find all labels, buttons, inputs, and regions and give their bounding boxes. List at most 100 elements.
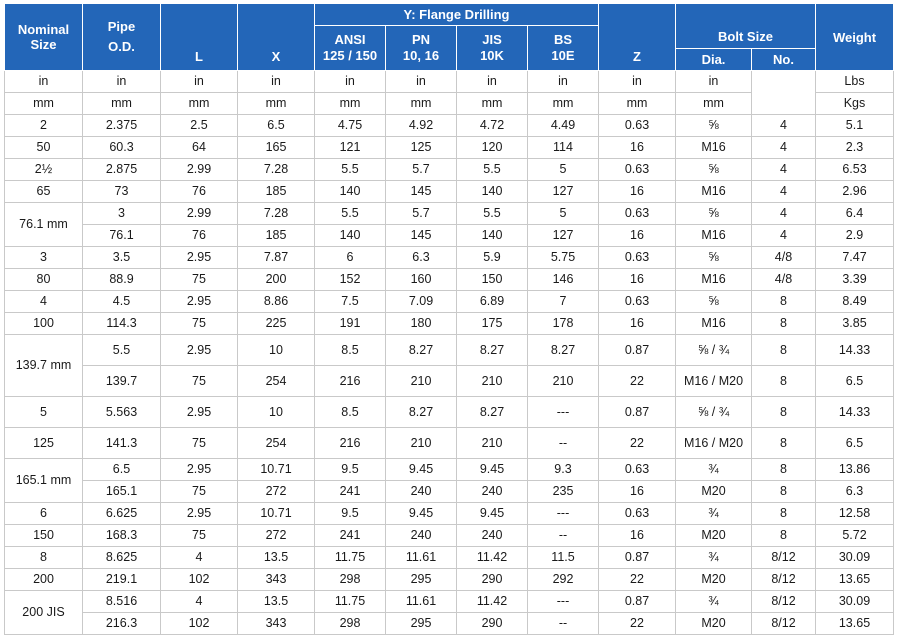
cell-z: 22 (598, 427, 676, 459)
header-bolt-no: No. (751, 48, 816, 71)
unit-cell: in (4, 70, 83, 93)
header-jis: JIS 10K (456, 25, 528, 71)
cell-jis: 290 (456, 568, 528, 591)
cell-bs: 178 (527, 312, 599, 335)
unit-cell: mm (237, 92, 315, 115)
unit-cell: mm (385, 92, 457, 115)
cell-od: 73 (82, 180, 161, 203)
cell-bs: 11.5 (527, 546, 599, 569)
cell-ansi: 8.5 (314, 334, 386, 366)
header-ansi: ANSI 125 / 150 (314, 25, 386, 71)
nominal-size-cell: 150 (4, 524, 83, 547)
cell-jis: 11.42 (456, 546, 528, 569)
table-row: 125 141.3 75 254 216 210 210 -- 22 M16 / M20 8 6.5 (4, 427, 894, 459)
unit-cell: mm (598, 92, 676, 115)
cell-z: 22 (598, 612, 676, 635)
table-row: 4 4.5 2.95 8.86 7.5 7.09 6.89 7 0.63 ⅝ 8 8.49 (4, 290, 894, 313)
nominal-size-cell: 125 (4, 427, 83, 459)
cell-dia: M16 (675, 224, 752, 247)
cell-pn: 145 (385, 180, 457, 203)
cell-od: 60.3 (82, 136, 161, 159)
table-row: 200 219.1 102 343 298 295 290 292 22 M20 8/12 13.65 (4, 568, 894, 591)
cell-no: 8 (751, 502, 816, 525)
nominal-size-cell: 4 (4, 290, 83, 313)
header-pn: PN 10, 16 (385, 25, 457, 71)
cell-ansi: 6 (314, 246, 386, 269)
cell-bs: --- (527, 396, 599, 428)
cell-l: 75 (160, 312, 238, 335)
cell-w: 13.65 (815, 568, 894, 591)
cell-w: 2.96 (815, 180, 894, 203)
cell-od: 2.875 (82, 158, 161, 181)
cell-bs: 235 (527, 480, 599, 503)
cell-no: 4 (751, 202, 816, 225)
unit-cell: in (527, 70, 599, 93)
table-row: 139.7 mm 5.5 2.95 10 8.5 8.27 8.27 8.27 0.87 ⅝ / … (4, 334, 894, 397)
cell-w: 13.86 (815, 458, 894, 481)
cell-x: 7.28 (237, 158, 315, 181)
cell-l: 2.95 (160, 246, 238, 269)
cell-jis: 5.5 (456, 158, 528, 181)
cell-w: 5.1 (815, 114, 894, 137)
cell-od: 165.1 (82, 480, 161, 503)
cell-no: 8 (751, 396, 816, 428)
unit-cell: in (598, 70, 676, 93)
table-row: 80 88.9 75 200 152 160 150 146 16 M16 4/8 3.39 (4, 268, 894, 291)
cell-jis: 240 (456, 480, 528, 503)
cell-bs: 9.3 (527, 458, 599, 481)
cell-od: 219.1 (82, 568, 161, 591)
cell-bs: 114 (527, 136, 599, 159)
cell-x: 165 (237, 136, 315, 159)
header-l: L (160, 3, 238, 71)
cell-l: 76 (160, 224, 238, 247)
cell-x: 254 (237, 427, 315, 459)
cell-no: 8 (751, 480, 816, 503)
cell-bs: 210 (527, 365, 599, 397)
cell-jis: 210 (456, 427, 528, 459)
cell-dia: ⅝ (675, 114, 752, 137)
cell-pn: 7.09 (385, 290, 457, 313)
cell-x: 343 (237, 568, 315, 591)
cell-od: 5.5 (82, 334, 161, 366)
cell-w: 6.4 (815, 202, 894, 225)
cell-no: 4/8 (751, 268, 816, 291)
cell-z: 16 (598, 524, 676, 547)
header-bolt-size: Bolt Size (675, 3, 816, 49)
cell-z: 0.87 (598, 546, 676, 569)
header-bolt-dia: Dia. (675, 48, 752, 71)
unit-cell: in (82, 70, 161, 93)
table-row: 3 3.5 2.95 7.87 6 6.3 5.9 5.75 0.63 ⅝ 4/8 7.47 (4, 246, 894, 269)
cell-bs: 127 (527, 224, 599, 247)
cell-x: 10 (237, 396, 315, 428)
cell-w: 14.33 (815, 334, 894, 366)
cell-ansi: 241 (314, 480, 386, 503)
nominal-size-cell: 2 (4, 114, 83, 137)
unit-cell: in (160, 70, 238, 93)
cell-l: 2.95 (160, 502, 238, 525)
cell-pn: 145 (385, 224, 457, 247)
cell-z: 0.63 (598, 114, 676, 137)
table-row: 139.7 75 254 216 210 210 210 22 M16 / M20 8 6.5 (5, 365, 894, 397)
cell-l: 64 (160, 136, 238, 159)
cell-od: 114.3 (82, 312, 161, 335)
cell-pn: 160 (385, 268, 457, 291)
cell-bs: --- (527, 590, 599, 613)
cell-od: 139.7 (82, 365, 161, 397)
cell-dia: M20 (675, 524, 752, 547)
cell-od: 4.5 (82, 290, 161, 313)
cell-w: 6.5 (815, 427, 894, 459)
cell-dia: ⅝ / ¾ (675, 396, 752, 428)
table-row: 65 73 76 185 140 145 140 127 16 M16 4 2.96 (4, 180, 894, 203)
unit-cell: in (456, 70, 528, 93)
unit-cell-weight: Lbs (815, 70, 894, 93)
units-row-imperial: in in in in in in in in in in Lbs (4, 70, 894, 115)
cell-z: 16 (598, 312, 676, 335)
cell-od: 8.516 (82, 590, 161, 613)
cell-jis: 175 (456, 312, 528, 335)
cell-dia: M16 (675, 268, 752, 291)
unit-cell: mm (675, 92, 752, 115)
cell-od: 3.5 (82, 246, 161, 269)
cell-x: 6.5 (237, 114, 315, 137)
cell-z: 16 (598, 480, 676, 503)
cell-jis: 6.89 (456, 290, 528, 313)
